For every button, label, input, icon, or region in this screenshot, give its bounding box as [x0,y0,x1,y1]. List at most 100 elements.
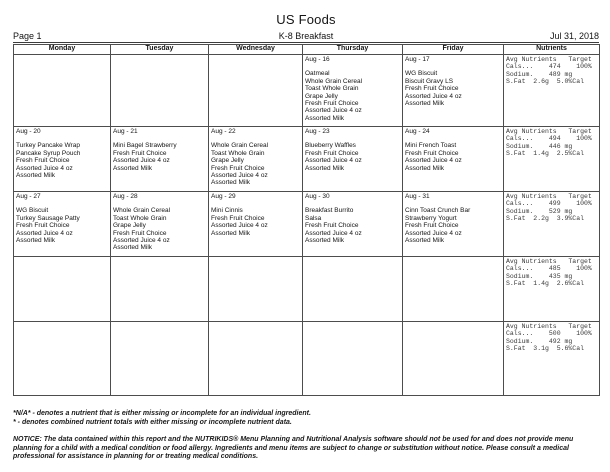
nutrient-line: Avg Nutrients Target [506,258,592,265]
menu-day-cell: Aug - 21 Mini Bagel Strawberry Fresh Fruit… [110,126,209,192]
menu-day-cell: Aug - 27 WG Biscuit Turkey Sausage Patty Fr… [13,191,111,257]
nutrients-cell: Avg Nutrients Target Cals... 485 100% Sodi… [503,256,600,322]
menu-item: Assorted Milk [405,164,445,172]
cell-date: Aug - 29 [211,193,236,200]
menu-day-cell [302,256,403,322]
menu-day-cell: Aug - 16 Oatmeal Whole Grain Cereal Toast W… [302,54,403,127]
menu-item: Mini French Toast [405,142,457,150]
menu-item: Cinn Toast Crunch Bar [405,207,471,215]
footnote-asterisk: * - denotes combined nutrient totals wit… [13,418,292,426]
menu-item: WG Biscuit [16,207,49,215]
menu-item: Fresh Fruit Choice [405,149,459,157]
menu-item: Assorted Milk [113,164,153,172]
nutrient-line: Sodium. 435 mg [506,272,573,280]
nutrient-line: Avg Nutrients Target [506,323,592,330]
menu-item: Strawberry Yogurt [405,214,457,222]
menu-item: Fresh Fruit Choice [16,157,70,165]
footnote-na: *N/A* - denotes a nutrient that is eithe… [13,410,311,417]
menu-item: Fresh Fruit Choice [211,214,265,222]
menu-item: Assorted Milk [405,237,445,245]
nutrient-line: S.Fat 1.4g 2.6%Cal [506,280,585,288]
menu-item: Grape Jelly [211,157,244,165]
menu-item: Fresh Fruit Choice [405,222,459,230]
menu-day-cell: Aug - 29 Mini Cinnis Fresh Fruit Choice Ass… [208,191,303,257]
footnotes-section: *N/A* - denotes a nutrient that is eithe… [13,410,599,462]
nutrient-line: S.Fat 2.2g 3.9%Cal [506,215,585,223]
nutrient-line: Sodium. 489 mg [506,70,573,78]
column-header-tuesday: Tuesday [110,44,209,55]
column-header-monday: Monday [13,44,111,55]
menu-item: Assorted Milk [305,114,345,122]
menu-item: Assorted Milk [16,237,56,245]
menu-item: WG Biscuit [405,70,438,78]
nutrients-cell: Avg Nutrients Target Cals... 474 100% Sodi… [503,54,600,127]
column-header-friday: Friday [402,44,504,55]
menu-item: Assorted Milk [211,229,251,237]
menu-day-cell [208,256,303,322]
nutrients-cell: Avg Nutrients Target Cals... 499 100% Sodi… [503,191,600,257]
menu-item: Assorted Juice 4 oz [305,229,362,237]
nutrient-line: Avg Nutrients Target [506,193,592,200]
menu-calendar-table: Monday Tuesday Wednesday Thursday Friday Nutr… [13,44,600,396]
menu-day-cell [110,321,209,396]
menu-day-cell: Aug - 17 WG Biscuit Biscuit Gravy LS Fresh … [402,54,504,127]
menu-day-cell [208,54,303,127]
menu-item: Assorted Juice 4 oz [305,107,362,115]
menu-item: Toast Whole Grain [113,214,167,222]
week-row: Avg Nutrients Target Cals... 485 100% Sodi… [13,256,600,322]
menu-item: Fresh Fruit Choice [113,229,167,237]
menu-item: Assorted Juice 4 oz [113,237,170,245]
menu-item: Mini Cinnis [211,207,243,215]
menu-item: Assorted Juice 4 oz [16,229,73,237]
cell-date: Aug - 28 [113,193,138,200]
menu-day-cell [402,321,504,396]
cell-date: Aug - 31 [405,193,430,200]
menu-item: Turkey Sausage Patty [16,214,80,222]
menu-item: Assorted Juice 4 oz [211,222,268,230]
menu-item: Assorted Juice 4 oz [405,157,462,165]
cell-date: Aug - 24 [405,128,430,135]
cell-date: Aug - 23 [305,128,330,135]
cell-date: Aug - 21 [113,128,138,135]
menu-item: Fresh Fruit Choice [305,100,359,108]
menu-item: Fresh Fruit Choice [211,164,265,172]
menu-day-cell: Aug - 28 Whole Grain Cereal Toast Whole Gr… [110,191,209,257]
menu-day-cell: Aug - 31 Cinn Toast Crunch Bar Strawberry … [402,191,504,257]
nutrient-line: Sodium. 492 mg [506,337,573,345]
menu-item: Whole Grain Cereal [305,77,363,85]
menu-item: Oatmeal [305,70,330,78]
menu-item: Assorted Juice 4 oz [211,172,268,180]
nutrients-cell: Avg Nutrients Target Cals... 500 100% Sodi… [503,321,600,396]
nutrient-line: Cals... 494 100% [506,135,592,143]
week-row: Aug - 16 Oatmeal Whole Grain Cereal Toast W… [13,54,600,127]
menu-item: Fresh Fruit Choice [405,85,459,93]
menu-item: Fresh Fruit Choice [305,149,359,157]
report-date: Jul 31, 2018 [549,31,599,41]
cell-date: Aug - 22 [211,128,236,135]
menu-item: Assorted Milk [405,100,445,108]
menu-item: Assorted Juice 4 oz [305,157,362,165]
nutrient-line: S.Fat 1.4g 2.5%Cal [506,150,585,158]
column-header-wednesday: Wednesday [208,44,303,55]
nutrient-line: S.Fat 2.6g 5.0%Cal [506,78,585,86]
cell-date: Aug - 20 [16,128,41,135]
week-row: Avg Nutrients Target Cals... 500 100% Sodi… [13,321,600,396]
meal-title: K-8 Breakfast [278,31,334,41]
menu-day-cell [13,54,111,127]
menu-item: Turkey Pancake Wrap [16,142,80,150]
nutrient-line: Cals... 474 100% [506,63,592,71]
menu-item: Mini Bagel Strawberry [113,142,177,150]
cell-date: Aug - 16 [305,56,330,63]
menu-item: Assorted Juice 4 oz [16,164,73,172]
report-page: US Foods Page 1 K-8 Breakfast Jul 31, 20… [0,13,610,472]
cell-date: Aug - 30 [305,193,330,200]
nutrient-line: S.Fat 3.1g 5.6%Cal [506,345,585,353]
menu-day-cell [110,54,209,127]
menu-item: Breakfast Burrito [305,207,354,215]
nutrient-line: Cals... 499 100% [506,200,592,208]
menu-day-cell: Aug - 30 Breakfast Burrito Salsa Fresh Frui… [302,191,403,257]
menu-item: Grape Jelly [305,92,338,100]
menu-item: Fresh Fruit Choice [305,222,359,230]
menu-item: Assorted Milk [113,244,153,252]
menu-item: Assorted Juice 4 oz [405,229,462,237]
